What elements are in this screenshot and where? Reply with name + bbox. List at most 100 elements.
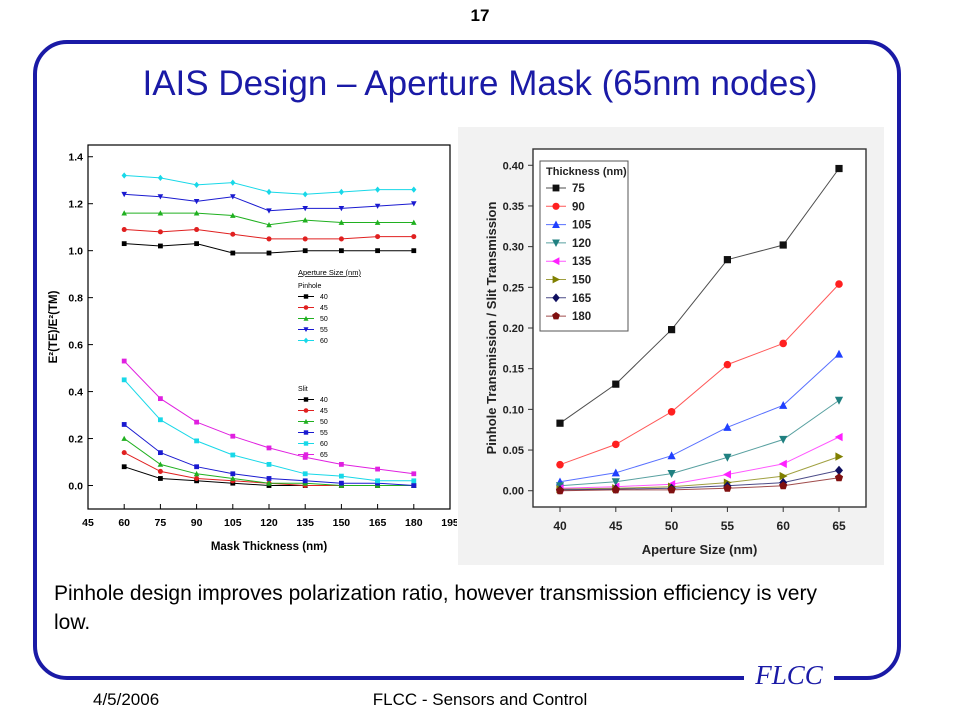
thickness-ratio-chart-svg: 45 60 75 90 105 120 135 150 165 180 195 0.0 0.2 0.4 0.… (48, 144, 459, 553)
x-tick-label: 90 (191, 517, 203, 529)
legend-entry-label: 45 (320, 408, 328, 415)
x-tick-label: 120 (260, 517, 278, 529)
y-tick-label: 0.05 (503, 445, 524, 457)
legend-entry-label: 60 (320, 338, 328, 345)
series-line (559, 353, 840, 483)
legend-swatch-marker (303, 337, 309, 344)
data-point (375, 186, 381, 193)
y-tick-label: 0.00 (503, 486, 524, 498)
legend-entry-label: 120 (572, 238, 591, 250)
data-point (121, 172, 127, 179)
data-point (157, 468, 163, 474)
legend-entry-label: 165 (572, 293, 592, 305)
x-tick-label: 180 (405, 517, 423, 529)
series-pinhole-40 (121, 241, 417, 256)
x-tick-label: 165 (369, 517, 387, 529)
y-tick-label: 0.40 (503, 160, 524, 172)
legend-group-label: Pinhole (298, 283, 321, 290)
data-point (194, 464, 199, 470)
data-point (668, 326, 676, 334)
data-point (194, 419, 199, 425)
legend: Thickness (nm) 75 90 105 120 135 150 165 180 (539, 160, 629, 332)
thickness-ratio-chart: 45 60 75 90 105 120 135 150 165 180 195 0.0 0.2 0.4 0.… (45, 135, 459, 560)
data-point (723, 453, 732, 462)
data-point (121, 422, 127, 427)
legend-swatch-marker (303, 327, 309, 333)
series-line (559, 283, 840, 466)
data-point (411, 186, 417, 193)
data-point (121, 450, 127, 456)
data-point (723, 422, 732, 431)
data-point (230, 212, 236, 218)
series-slit-60 (121, 377, 417, 484)
data-point (779, 241, 787, 249)
y-axis-label: E²(TE)/E²(TM) (48, 290, 60, 363)
data-point (339, 461, 344, 467)
data-point (723, 360, 732, 369)
data-point (302, 206, 308, 212)
legend-entry-label: 55 (320, 430, 328, 437)
data-point (230, 475, 236, 481)
data-point (302, 236, 308, 242)
data-point (835, 465, 843, 476)
data-point (374, 203, 381, 209)
x-tick-label: 40 (553, 519, 567, 533)
data-point (230, 231, 236, 237)
data-point (411, 471, 417, 477)
series-line (559, 477, 840, 492)
data-point (835, 164, 843, 173)
data-point (835, 280, 843, 288)
x-tick-label: 105 (224, 517, 242, 529)
y-tick-label: 0.35 (503, 201, 524, 213)
legend-entry-label: 40 (320, 397, 328, 404)
data-point (266, 445, 272, 451)
legend-entry-label: 40 (320, 294, 328, 301)
data-point (193, 210, 200, 216)
data-point (723, 470, 731, 479)
data-point (302, 217, 308, 223)
x-tick-label: 60 (777, 519, 791, 533)
series-pinhole-55 (121, 191, 417, 214)
data-point (266, 208, 272, 214)
legend-entry-label: 60 (320, 441, 328, 448)
y-tick-label: 0.15 (503, 364, 524, 376)
transmission-ratio-chart: 40 45 50 55 60 65 0.00 0.05 0.10 0.15 0.20 0.25 0.30… (458, 127, 884, 565)
y-tick-label: 0.0 (68, 481, 83, 493)
series-slit-55 (121, 422, 417, 488)
data-point (375, 248, 380, 254)
legend-entry-label: 180 (572, 311, 591, 323)
legend-swatch-marker (303, 408, 309, 413)
series-pinhole-60 (121, 172, 417, 198)
data-point (835, 452, 844, 461)
legend-swatch-marker (303, 452, 309, 457)
data-point (194, 438, 199, 444)
legend-swatch-marker (303, 315, 309, 321)
legend-swatch-marker (303, 418, 309, 424)
legend-entry-label: 75 (572, 183, 585, 195)
y-axis-label: Pinhole Transmission / Slit Transmission (484, 202, 499, 455)
data-point (302, 191, 308, 198)
series-line (559, 168, 840, 424)
data-point (611, 478, 620, 487)
data-point (157, 461, 164, 467)
x-tick-label: 45 (609, 519, 623, 533)
data-point (230, 471, 236, 477)
y-tick-label: 0.4 (68, 387, 83, 399)
data-point (667, 451, 676, 460)
legend-entry-label: 50 (320, 316, 328, 323)
data-point (157, 174, 163, 181)
data-point (266, 461, 272, 467)
transmission-ratio-chart-svg: 40 45 50 55 60 65 0.00 0.05 0.10 0.15 0.20 0.25 0.30… (458, 127, 884, 565)
y-tick-label: 0.25 (503, 282, 524, 294)
legend-swatch-marker (551, 257, 560, 266)
legend-swatch-marker (552, 275, 561, 284)
y-tick-label: 0.2 (68, 434, 83, 446)
data-point (302, 454, 308, 460)
data-point (121, 191, 127, 198)
x-axis-label: Aperture Size (nm) (642, 542, 758, 557)
y-tick-label: 1.2 (68, 199, 83, 211)
data-point (158, 243, 163, 249)
data-point (723, 256, 731, 264)
legend-swatch-marker (303, 294, 309, 299)
data-point (302, 248, 308, 254)
